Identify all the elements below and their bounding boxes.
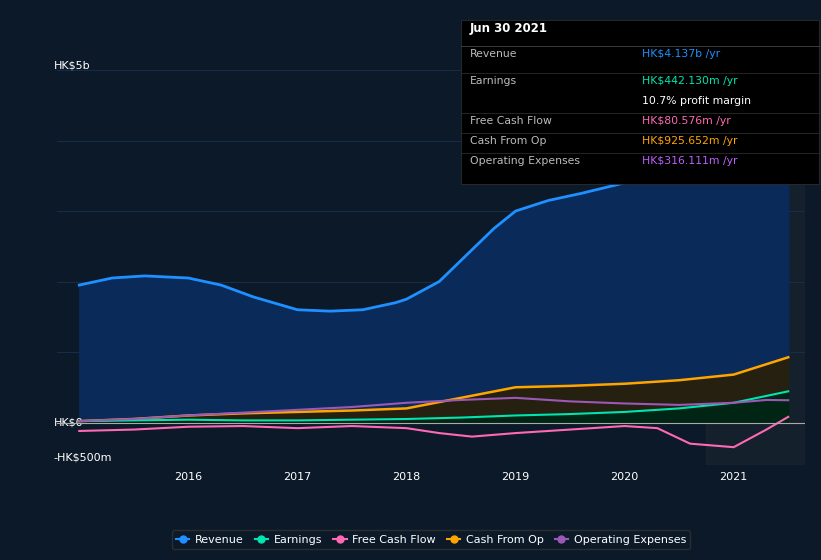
Text: HK$316.111m /yr: HK$316.111m /yr [642, 156, 737, 166]
Text: Operating Expenses: Operating Expenses [470, 156, 580, 166]
Text: HK$4.137b /yr: HK$4.137b /yr [642, 49, 720, 59]
Text: HK$0: HK$0 [53, 418, 84, 427]
Text: Revenue: Revenue [470, 49, 517, 59]
Text: Jun 30 2021: Jun 30 2021 [470, 22, 548, 35]
Text: HK$5b: HK$5b [53, 60, 90, 70]
Text: Cash From Op: Cash From Op [470, 136, 546, 146]
Text: HK$925.652m /yr: HK$925.652m /yr [642, 136, 737, 146]
Bar [706, 56, 805, 465]
Text: HK$80.576m /yr: HK$80.576m /yr [642, 116, 731, 126]
Text: Earnings: Earnings [470, 76, 516, 86]
Text: 10.7% profit margin: 10.7% profit margin [642, 96, 751, 106]
Text: HK$442.130m /yr: HK$442.130m /yr [642, 76, 737, 86]
Legend: Revenue, Earnings, Free Cash Flow, Cash From Op, Operating Expenses: Revenue, Earnings, Free Cash Flow, Cash … [172, 530, 690, 549]
Text: -HK$500m: -HK$500m [53, 452, 112, 463]
Text: Free Cash Flow: Free Cash Flow [470, 116, 552, 126]
